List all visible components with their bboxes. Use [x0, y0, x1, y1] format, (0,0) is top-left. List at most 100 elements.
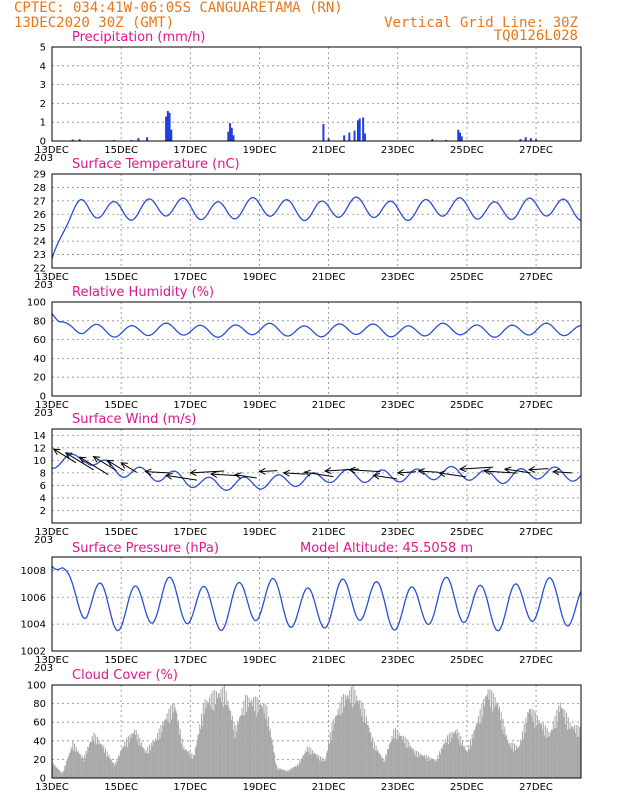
cloud-cover-bar: [450, 732, 452, 778]
cloud-cover-bar: [574, 733, 576, 778]
cloud-cover-bar: [291, 768, 293, 778]
cloud-cover-bar: [111, 762, 113, 778]
cloud-cover-bar: [83, 754, 85, 778]
cloud-cover-bar: [236, 732, 238, 778]
cloud-cover-bar: [398, 732, 400, 778]
cloud-cover-bar: [85, 750, 87, 778]
wind-arrow: [120, 462, 138, 473]
cloud-cover-bar: [577, 725, 579, 778]
cloud-cover-bar: [442, 745, 444, 778]
cloud-cover-bar: [232, 730, 234, 778]
pressure-series-line: [51, 565, 582, 632]
cloud-cover-bar: [208, 702, 210, 778]
cloud-cover-bar: [89, 741, 91, 778]
cloud-cover-bar: [458, 732, 460, 778]
cloud-cover-bar: [503, 733, 505, 778]
pressure-frame: [51, 556, 582, 652]
cloud-cover-bar: [138, 745, 140, 778]
cloud-cover-bar: [390, 741, 392, 778]
precipitation-x-tick: 27DEC: [519, 145, 553, 156]
cloud-cover-bar: [65, 765, 67, 778]
cloud-cover-bar: [84, 758, 86, 778]
cloud-cover-bar: [275, 764, 277, 778]
cloud-cover-bar: [404, 736, 406, 778]
cloud-cover-bar: [567, 717, 569, 778]
precipitation-bar: [460, 136, 463, 141]
cloud-cover-bar: [238, 723, 240, 778]
cloud-cover-bar: [406, 739, 408, 778]
cloud-cover-bar: [158, 728, 160, 778]
wind-arrow: [372, 472, 398, 480]
cloud-cover-bar: [314, 753, 316, 778]
cloud-cover-bar: [499, 706, 501, 778]
cloud-cover-bar: [255, 716, 257, 778]
cloud-cover-bar: [297, 764, 299, 778]
cloud-cover-bar: [133, 733, 135, 778]
header-grid-note: Vertical Grid Line: 30Z: [384, 15, 578, 31]
cloud-cover-bar: [191, 752, 193, 778]
cloud-cover-bar: [481, 703, 483, 778]
cloud-cover-bar: [267, 725, 269, 778]
precipitation-bar: [458, 132, 461, 141]
cloud-cover-bar: [328, 744, 330, 778]
cloud-cover-bar: [487, 689, 489, 778]
cloud-cover-bar: [280, 769, 282, 778]
cloud-cover-bar: [152, 741, 154, 778]
cloud-cover-bar: [282, 770, 285, 778]
humidity-x-tick: 17DEC: [173, 400, 207, 411]
cloud-cover-bar: [329, 732, 331, 778]
cloud-cover-bar: [188, 754, 190, 778]
cloud-cover-bar: [554, 715, 556, 778]
temperature-y-tick: 24: [33, 237, 46, 248]
cloud-cover-bar: [573, 729, 575, 778]
cloud-cover-bar: [354, 689, 356, 778]
cloud-cover-bar: [183, 746, 185, 778]
wind-x-tick: 13DEC: [35, 527, 69, 538]
wind-arrow: [258, 467, 278, 475]
cloud-cover-bar: [175, 710, 177, 778]
cloud-cover-bar: [231, 715, 233, 778]
cloud-cover-bar: [290, 768, 292, 778]
cloud-cover-bar: [495, 705, 497, 778]
cloud-cover-bar: [123, 746, 125, 778]
cloud-cover-bar: [526, 723, 528, 778]
cloud-cover-x-tick: 25DEC: [450, 782, 484, 793]
precipitation-y-tick: 1: [40, 118, 46, 129]
wind-arrow: [303, 469, 334, 478]
cloud-cover-bar: [479, 709, 481, 778]
cloud-cover-bar: [66, 760, 68, 778]
cloud-cover-bar: [239, 715, 241, 778]
cloud-cover-bar: [357, 700, 359, 778]
cloud-cover-bar: [400, 735, 402, 778]
cloud-cover-bar: [223, 707, 225, 778]
cloud-cover-bar: [106, 751, 108, 778]
cloud-cover-bar: [462, 746, 464, 778]
cloud-cover-bar: [306, 747, 308, 778]
cloud-cover-bar: [488, 699, 490, 778]
cloud-cover-bar: [193, 754, 195, 778]
cloud-cover-bar: [409, 745, 411, 778]
cloud-cover-bar: [64, 765, 66, 778]
humidity-title: Relative Humidity (%): [72, 285, 214, 300]
cloud-cover-bar: [100, 744, 102, 778]
pressure-x-tick: 27DEC: [519, 655, 553, 666]
cloud-cover-bar: [302, 755, 304, 778]
cloud-cover-bar: [469, 739, 471, 778]
cloud-cover-bar: [155, 738, 157, 778]
wind-arrow: [483, 467, 517, 475]
cloud-cover-bar: [449, 742, 451, 778]
cloud-cover-bar: [440, 747, 442, 778]
pressure-x-tick: 25DEC: [450, 655, 484, 666]
cloud-cover-bar: [279, 768, 281, 778]
cloud-cover-bar: [101, 744, 103, 778]
cloud-cover-bar: [54, 765, 56, 778]
cloud-cover-bar: [97, 743, 99, 778]
cloud-cover-bar: [271, 740, 273, 778]
precipitation-bar: [363, 133, 366, 141]
cloud-cover-bar: [142, 747, 144, 778]
cloud-cover-bar: [521, 731, 523, 778]
cloud-cover-bar: [75, 746, 77, 778]
cloud-cover-bar: [417, 751, 419, 778]
cloud-cover-bar: [284, 771, 286, 778]
cloud-cover-bar: [156, 740, 158, 778]
